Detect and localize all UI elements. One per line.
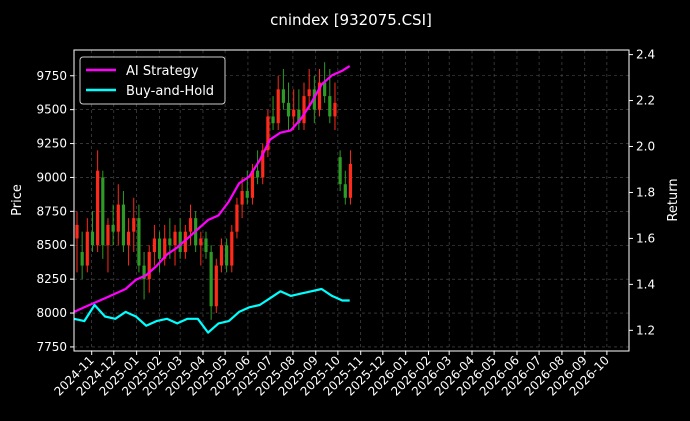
candle-body	[90, 231, 95, 246]
candle-body	[178, 231, 182, 253]
x-axis: 2024-112024-122025-012025-022025-032025-…	[51, 351, 612, 399]
y-right-tick-label: 2.0	[636, 140, 655, 154]
candle-body	[137, 218, 141, 266]
candle-body	[250, 170, 255, 198]
candle-body	[317, 82, 322, 110]
candle-body	[168, 238, 172, 246]
y-right-tick-label: 1.2	[636, 323, 655, 337]
strategy-lines	[73, 65, 351, 334]
candle-body	[255, 170, 260, 178]
candle-body	[101, 177, 105, 246]
legend: AI Strategy Buy-and-Hold	[79, 56, 226, 105]
y-tick-label: 8000	[36, 306, 67, 320]
candle-body	[142, 265, 146, 280]
y-right-tick-label: 2.4	[636, 48, 655, 62]
candle-body	[271, 116, 275, 124]
candle-body	[116, 204, 120, 232]
candle-body	[214, 265, 218, 307]
candle-body	[348, 163, 353, 198]
candle-body	[230, 231, 234, 266]
candle-body	[333, 102, 337, 117]
candle-body	[188, 218, 193, 232]
candle-body	[85, 231, 89, 266]
candle-body	[292, 109, 296, 117]
candle-body	[163, 238, 167, 259]
candle-body	[225, 245, 229, 266]
candle-body	[183, 231, 187, 253]
candle-body	[126, 231, 131, 246]
candle-body	[106, 224, 110, 246]
y-tick-label: 7750	[36, 340, 67, 354]
candle-body	[96, 170, 100, 246]
candle-body	[276, 89, 280, 124]
candlesticks	[75, 62, 353, 320]
candle-body	[297, 109, 301, 124]
y-tick-label: 9000	[36, 170, 67, 184]
y-tick-label: 9250	[36, 137, 67, 151]
y-right-tick-label: 1.4	[636, 277, 655, 291]
ai-strategy-line	[73, 65, 351, 313]
candle-body	[147, 252, 151, 280]
y-tick-label: 9500	[36, 103, 67, 117]
candle-body	[286, 102, 291, 117]
candle-body	[328, 96, 332, 117]
buy-and-hold-line	[73, 287, 350, 334]
candle-body	[343, 184, 347, 198]
y-right-tick-label: 2.2	[636, 94, 655, 108]
candle-body	[307, 89, 311, 97]
candle-body	[235, 204, 239, 232]
y-axis-label: Price	[10, 184, 25, 216]
candle-body	[157, 238, 162, 259]
y-tick-label: 8250	[36, 272, 67, 286]
candle-body	[152, 238, 156, 253]
candle-body	[132, 218, 136, 232]
y-tick-label: 8750	[36, 204, 67, 218]
candle-body	[121, 204, 126, 246]
candle-body	[173, 231, 177, 246]
plot-frame	[73, 49, 630, 352]
candle-body	[80, 252, 84, 266]
candle-body	[302, 96, 306, 124]
right-axis: 1.2 1.4 1.6 1.8 2.0 2.2 2.4	[629, 48, 655, 337]
candle-body	[281, 89, 285, 103]
candle-body	[266, 116, 270, 151]
chart-title: cnindex [932075.CSI]	[270, 11, 432, 29]
left-axis: 7750 8000 8250 8500 8750 9000 9250 9500 9750	[36, 69, 74, 354]
candle-body	[219, 245, 224, 266]
y-tick-label: 9750	[36, 69, 67, 83]
legend-label-ai-strategy: AI Strategy	[126, 64, 199, 79]
candle-body	[209, 252, 213, 307]
legend-label-buy-and-hold: Buy-and-Hold	[126, 84, 214, 99]
candle-body	[245, 191, 249, 198]
y-right-tick-label: 1.6	[636, 231, 655, 245]
candle-body	[111, 224, 115, 232]
candle-body	[75, 224, 79, 239]
y-tick-label: 8500	[36, 238, 67, 252]
y-right-tick-label: 1.8	[636, 185, 655, 199]
candle-body	[323, 82, 327, 97]
y-axis-label-right: Return	[666, 178, 681, 221]
candle-body	[199, 238, 203, 246]
candle-body	[204, 238, 208, 253]
candle-body	[338, 157, 342, 185]
legend-box	[79, 56, 226, 105]
candle-body	[240, 191, 244, 205]
candle-body	[261, 150, 265, 178]
